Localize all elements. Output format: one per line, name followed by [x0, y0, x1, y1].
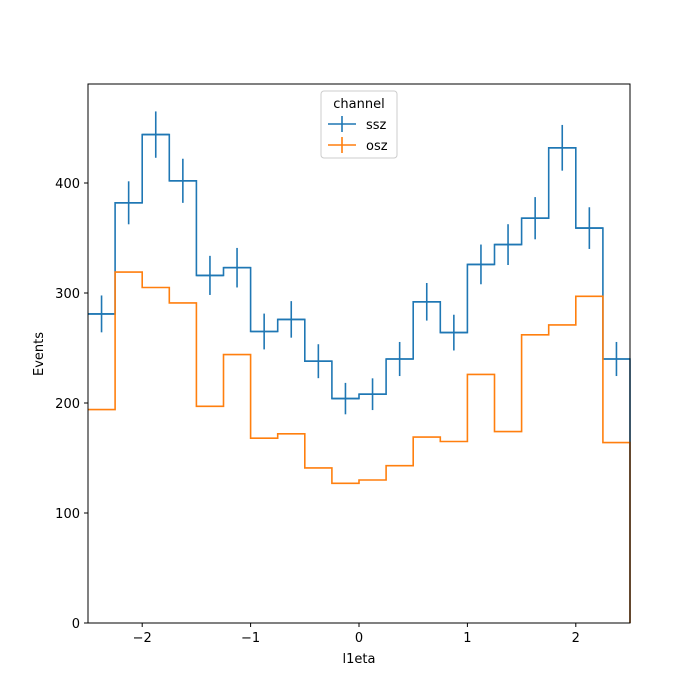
x-tick-label: −2: [133, 631, 152, 646]
y-tick-label: 0: [72, 617, 80, 632]
legend-osz-label: osz: [366, 139, 388, 154]
legend-ssz-label: ssz: [366, 118, 387, 133]
x-axis-ticks: −2 −1 0 1 2: [133, 623, 580, 646]
x-tick-label: 1: [463, 631, 471, 646]
legend-box: [320, 90, 398, 159]
y-tick-label: 200: [55, 397, 80, 412]
y-tick-label: 100: [55, 507, 80, 522]
legend-title: channel: [333, 97, 384, 112]
y-tick-label: 300: [55, 287, 80, 302]
y-axis-ticks: 0 100 200 300 400: [55, 177, 88, 632]
legend: channel ssz osz: [320, 90, 398, 159]
plot-area: [88, 111, 631, 623]
series-osz-line: [88, 271, 631, 623]
x-axis-label: l1eta: [343, 652, 376, 667]
y-axis-label: Events: [32, 332, 47, 376]
y-tick-label: 400: [55, 177, 80, 192]
x-tick-label: −1: [241, 631, 260, 646]
x-tick-label: 2: [572, 631, 580, 646]
x-tick-label: 0: [355, 631, 363, 646]
